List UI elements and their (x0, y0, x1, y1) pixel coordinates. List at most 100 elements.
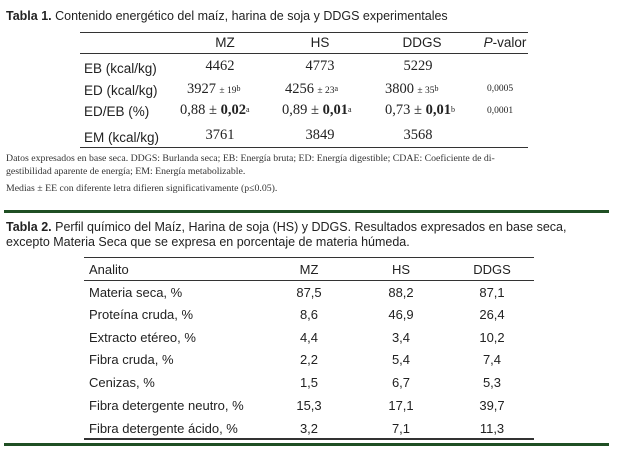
table2-header-mz: MZ (279, 262, 339, 277)
table2-cell-hs: 3,4 (371, 330, 431, 345)
table-row: Proteína cruda, % 8,6 46,9 26,4 (84, 305, 534, 325)
table2-cell-ddgs: 26,4 (462, 307, 522, 322)
table1-header-rule (80, 53, 528, 54)
table2-cell-mz: 1,5 (279, 375, 339, 390)
table-row: Materia seca, % 87,5 88,2 87,1 (84, 283, 534, 303)
table1-row-ed-mz-mean: 3927 (187, 81, 216, 97)
table1-row-ed-hs: 4256 ± 23a (285, 81, 338, 98)
table2-tag: Tabla 2. (6, 220, 52, 234)
table1-row-em-hs: 3849 (290, 127, 350, 144)
table2-cell-label: Cenizas, % (89, 375, 155, 390)
table2-cell-ddgs: 5,3 (462, 375, 522, 390)
table2-cell-hs: 46,9 (371, 307, 431, 322)
table2-bottom-rule (84, 438, 534, 440)
table-row: Fibra detergente neutro, % 15,3 17,1 39,… (84, 396, 534, 416)
table2-cell-hs: 5,4 (371, 352, 431, 367)
table2-cell-hs: 88,2 (371, 285, 431, 300)
table1-row-ed-mz: 3927 ± 19b (187, 81, 240, 98)
table2-cell-ddgs: 11,3 (462, 421, 522, 436)
table1-header-pvalue: P-valor (475, 35, 535, 50)
table1-row-ed-ddgs-se: ± 35 (417, 86, 434, 96)
table2-cell-ddgs: 39,7 (462, 398, 522, 413)
table1-row-edeb-ddgs-pm: ± (414, 102, 422, 118)
table1-note-line2: gestibilidad aparente de energía; EM: En… (6, 165, 495, 178)
table1-row-eb-hs: 4773 (290, 58, 350, 75)
table1-row-ed-ddgs: 3800 ± 35b (385, 81, 438, 98)
table-row: Extracto etéreo, % 4,4 3,4 10,2 (84, 328, 534, 348)
table1-row-eb-ddgs: 5229 (388, 58, 448, 75)
table1-row-edeb-hs: 0,89 ± 0,01a (282, 102, 352, 119)
table1-bottom-rule (80, 147, 528, 148)
table2-cell-label: Fibra detergente neutro, % (89, 398, 244, 413)
table2-header-rule (84, 280, 534, 281)
table2-title-line2: excepto Materia Seca que se expresa en p… (6, 235, 566, 250)
table2-cell-ddgs: 7,4 (462, 352, 522, 367)
table2-caption: Tabla 2. Perfil químico del Maíz, Harina… (6, 220, 566, 250)
table2-cell-label: Fibra detergente ácido, % (89, 421, 238, 436)
table1-row-edeb-ddgs-sup: b (451, 105, 455, 114)
table1-row-ed-hs-se: ± 23 (317, 86, 334, 96)
table1-note-line3: Medias ± EE con diferente letra difieren… (6, 182, 495, 195)
section-divider (4, 210, 609, 213)
table2-cell-label: Proteína cruda, % (89, 307, 193, 322)
table2-cell-mz: 4,4 (279, 330, 339, 345)
table1-row-edeb-hs-sup: a (348, 105, 352, 114)
table2-header-row: Analito MZ HS DDGS (84, 260, 534, 280)
table1-tag: Tabla 1. (6, 9, 52, 23)
table1-row-edeb-hs-se: 0,01 (323, 102, 348, 118)
table2-title-line1: Perfil químico del Maíz, Harina de soja … (55, 220, 566, 234)
table2-cell-mz: 3,2 (279, 421, 339, 436)
table2-cell-hs: 7,1 (371, 421, 431, 436)
table1-top-rule (80, 32, 528, 33)
table2-cell-mz: 2,2 (279, 352, 339, 367)
table2-header-ddgs: DDGS (462, 262, 522, 277)
table1-row-ed-label: ED (kcal/kg) (84, 83, 158, 98)
table2-cell-label: Fibra cruda, % (89, 352, 174, 367)
table2-header-analito: Analito (89, 262, 129, 277)
bottom-divider (4, 443, 609, 446)
table2-top-rule (84, 257, 534, 258)
table1-row-ed-mz-se: ± 19 (219, 86, 236, 96)
table1-row-edeb-ddgs-mean: 0,73 (385, 102, 410, 118)
table1-row-edeb-mz-pm: ± (209, 102, 217, 118)
table1-header-mz: MZ (195, 35, 255, 50)
table1-row-ed-hs-mean: 4256 (285, 81, 314, 97)
table1-row-edeb-mz-mean: 0,88 (180, 102, 205, 118)
table2-cell-hs: 17,1 (371, 398, 431, 413)
table1-row-ed-ddgs-sup: b (434, 84, 438, 93)
table1-row-edeb-mz: 0,88 ± 0,02a (180, 102, 250, 119)
table-row: Fibra detergente ácido, % 3,2 7,1 11,3 (84, 419, 534, 439)
table1-row-em-mz: 3761 (190, 127, 250, 144)
table-row: Cenizas, % 1,5 6,7 5,3 (84, 373, 534, 393)
table1-row-edeb-label: ED/EB (%) (84, 104, 149, 119)
table2-cell-label: Extracto etéreo, % (89, 330, 196, 345)
table1-note-line1: Datos expresados en base seca. DDGS: Bur… (6, 152, 495, 165)
table1-row-ed-pvalue: 0,0005 (487, 84, 513, 94)
table1-row-eb-label: EB (kcal/kg) (84, 61, 157, 76)
table2-cell-hs: 6,7 (371, 375, 431, 390)
table2-cell-ddgs: 87,1 (462, 285, 522, 300)
table2-cell-mz: 87,5 (279, 285, 339, 300)
table1-notes: Datos expresados en base seca. DDGS: Bur… (6, 152, 495, 195)
table2-cell-label: Materia seca, % (89, 285, 182, 300)
table2-header-hs: HS (371, 262, 431, 277)
table1-caption: Tabla 1. Contenido energético del maíz, … (6, 9, 448, 24)
table1-row-ed-hs-sup: a (334, 84, 338, 93)
table1-row-em-ddgs: 3568 (388, 127, 448, 144)
table1-row-edeb-hs-pm: ± (311, 102, 319, 118)
table1-row-edeb-ddgs: 0,73 ± 0,01b (385, 102, 455, 119)
table1-row-edeb-pvalue: 0,0001 (487, 106, 513, 116)
table1-row-ed-mz-sup: b (236, 84, 240, 93)
table-row: Fibra cruda, % 2,2 5,4 7,4 (84, 350, 534, 370)
table2-cell-ddgs: 10,2 (462, 330, 522, 345)
table1-row-eb-mz: 4462 (190, 58, 250, 75)
table1-row-edeb-mz-sup: a (246, 105, 250, 114)
table2-cell-mz: 15,3 (279, 398, 339, 413)
table1-header-ddgs: DDGS (387, 35, 457, 50)
table1-row-edeb-mz-se: 0,02 (221, 102, 246, 118)
table1-row-em-label: EM (kcal/kg) (84, 130, 159, 145)
table1-row-edeb-ddgs-se: 0,01 (426, 102, 451, 118)
table2-cell-mz: 8,6 (279, 307, 339, 322)
table1-title: Contenido energético del maíz, harina de… (55, 9, 448, 23)
table1-header-hs: HS (290, 35, 350, 50)
